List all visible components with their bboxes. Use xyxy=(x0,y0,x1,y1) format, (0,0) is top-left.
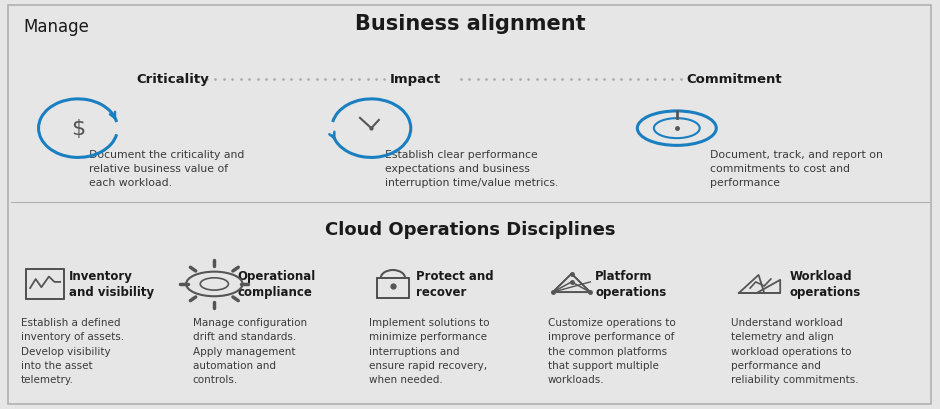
Text: Document the criticality and
relative business value of
each workload.: Document the criticality and relative bu… xyxy=(89,149,244,188)
Bar xyxy=(26,269,64,299)
Text: Cloud Operations Disciplines: Cloud Operations Disciplines xyxy=(324,221,616,239)
Text: Understand workload
telemetry and align
workload operations to
performance and
r: Understand workload telemetry and align … xyxy=(731,317,859,384)
Text: Customize operations to
improve performance of
the common platforms
that support: Customize operations to improve performa… xyxy=(548,317,676,384)
Text: Document, track, and report on
commitments to cost and
performance: Document, track, and report on commitmen… xyxy=(710,149,883,188)
Text: Platform
operations: Platform operations xyxy=(595,270,666,299)
Text: Implement solutions to
minimize performance
interruptions and
ensure rapid recov: Implement solutions to minimize performa… xyxy=(369,317,490,384)
Text: Business alignment: Business alignment xyxy=(354,14,586,34)
Text: Criticality: Criticality xyxy=(136,73,209,86)
Text: Manage configuration
drift and standards.
Apply management
automation and
contro: Manage configuration drift and standards… xyxy=(193,317,306,384)
Text: $: $ xyxy=(70,119,86,139)
Bar xyxy=(377,279,409,298)
Text: Operational
compliance: Operational compliance xyxy=(238,270,316,299)
Text: Impact: Impact xyxy=(390,73,442,86)
Text: Manage: Manage xyxy=(24,18,89,36)
Text: Workload
operations: Workload operations xyxy=(790,270,861,299)
Text: Commitment: Commitment xyxy=(686,73,782,86)
Text: Establish a defined
inventory of assets.
Develop visibility
into the asset
telem: Establish a defined inventory of assets.… xyxy=(21,317,124,384)
Text: Inventory
and visibility: Inventory and visibility xyxy=(69,270,154,299)
Text: Protect and
recover: Protect and recover xyxy=(416,270,494,299)
Text: Establish clear performance
expectations and business
interruption time/value me: Establish clear performance expectations… xyxy=(385,149,558,188)
